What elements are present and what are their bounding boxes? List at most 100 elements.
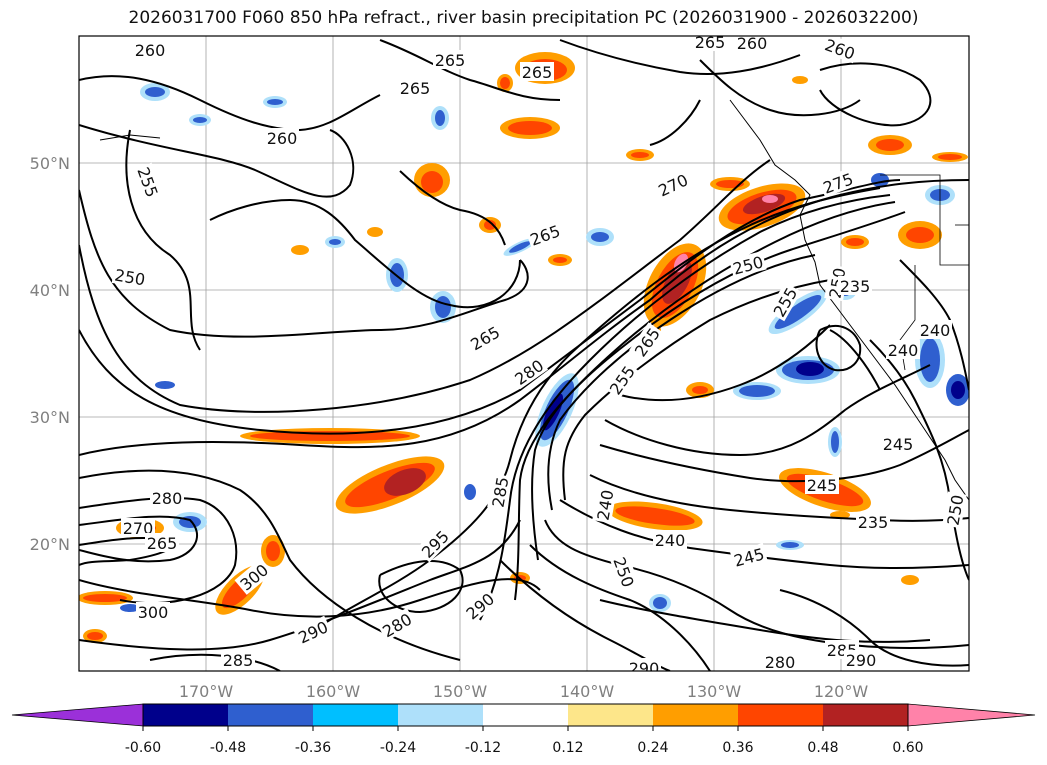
precip-patch xyxy=(631,152,649,158)
precip-patch xyxy=(87,632,103,640)
contour-line xyxy=(544,519,969,650)
contour-label: 245 xyxy=(883,435,914,454)
precip-patch xyxy=(155,381,175,389)
latitude-labels: 50°N 40°N 30°N 20°N xyxy=(30,154,70,554)
contour-label-group: 260 xyxy=(735,36,769,53)
precip-patch xyxy=(846,238,864,246)
precip-patch xyxy=(120,604,140,612)
contour-label-group: 265 xyxy=(465,320,505,354)
contour-label-group: 245 xyxy=(805,475,839,495)
contour-label-bg xyxy=(592,486,617,524)
colorbar xyxy=(11,703,1036,727)
contour-label-bg xyxy=(221,650,255,669)
precip-patch xyxy=(484,220,496,230)
contour-line xyxy=(829,329,881,391)
contour-line xyxy=(531,211,906,561)
contour-label: 265 xyxy=(522,63,553,82)
contour-label: 235 xyxy=(840,277,871,296)
colorbar-tick-label: -0.36 xyxy=(295,740,331,756)
contour-line xyxy=(79,189,529,338)
precip-patch xyxy=(792,76,808,84)
precip-patch xyxy=(692,386,708,394)
colorbar-tick-label: -0.12 xyxy=(465,740,501,756)
contour-label-group: 265 xyxy=(520,62,554,82)
contour-line xyxy=(599,599,931,643)
colorbar-ticks: -0.60 -0.48 -0.36 -0.24 -0.12 0.12 0.24 0.36 0.4… xyxy=(125,726,924,756)
precip-patch xyxy=(951,381,965,399)
contour-label-bg xyxy=(520,62,554,81)
contour-line xyxy=(378,559,464,614)
coastline-path xyxy=(99,134,161,141)
contour-line xyxy=(479,194,891,621)
contour-label: 265 xyxy=(147,534,178,553)
contour-label: 235 xyxy=(858,513,889,532)
contour-label-group: 265 xyxy=(433,50,467,70)
contour-label: 245 xyxy=(807,476,838,495)
contour-label-bg xyxy=(133,40,167,59)
precip-patch xyxy=(553,257,567,263)
contour-line xyxy=(79,469,461,661)
precip-patch xyxy=(508,121,552,135)
lon-label: 160°W xyxy=(306,682,361,701)
contour-label-bg xyxy=(763,652,797,671)
contour-label-bg xyxy=(653,168,693,201)
contour-label-bg xyxy=(509,354,549,390)
precip-patch xyxy=(591,232,609,242)
contour-label-bg xyxy=(525,219,565,250)
contour-label-bg xyxy=(881,434,915,453)
lat-label: 40°N xyxy=(30,281,70,300)
precip-patch xyxy=(906,227,934,243)
precip-patch xyxy=(901,575,919,585)
contour-label: 240 xyxy=(655,531,686,550)
map-background xyxy=(79,36,969,671)
contour-label-bg xyxy=(433,50,467,69)
colorbar-tick-label: -0.60 xyxy=(125,740,161,756)
colorbar-segment xyxy=(398,704,483,726)
precip-patch xyxy=(384,468,426,496)
colorbar-segment xyxy=(313,704,398,726)
contour-label-bg xyxy=(886,340,920,359)
lat-label: 50°N xyxy=(30,154,70,173)
contour-label-group: 265 xyxy=(693,36,727,52)
coastline-path xyxy=(729,99,969,501)
contour-label-group: 240 xyxy=(653,530,687,550)
precip-patch xyxy=(774,294,822,330)
contour-label-group: 255 xyxy=(604,360,640,400)
contour-label-group: 265 xyxy=(398,78,432,98)
border-path xyxy=(880,174,969,266)
precip-patch xyxy=(329,239,341,245)
precip-patch xyxy=(464,484,476,500)
precip-patch xyxy=(653,597,667,609)
contour-label-group: 245 xyxy=(881,434,915,454)
colorbar-segment xyxy=(568,704,653,726)
precip-patch xyxy=(421,171,443,193)
contour-label-bg xyxy=(133,162,164,202)
lat-label: 30°N xyxy=(30,408,70,427)
contour-line xyxy=(79,578,541,618)
precip-patch xyxy=(435,110,445,126)
precip-patch xyxy=(781,542,799,548)
contour-lines xyxy=(79,39,969,671)
contour-label-group: 240 xyxy=(918,320,952,340)
precip-patch xyxy=(831,431,839,453)
contour-line xyxy=(79,124,355,198)
contour-label-bg xyxy=(377,607,417,642)
contour-label-bg xyxy=(121,518,155,537)
contour-label-bg xyxy=(111,264,149,289)
contour-label-bg xyxy=(136,602,170,621)
contour-label: 280 xyxy=(152,489,183,508)
contour-label-bg xyxy=(693,36,727,51)
precip-patch xyxy=(250,431,410,441)
chart-title: 2026031700 F060 850 hPa refract., river … xyxy=(128,8,919,28)
contour-label-bg xyxy=(735,36,769,52)
precip-patch xyxy=(291,245,309,255)
contour-label: 260 xyxy=(135,41,166,60)
contour-line xyxy=(79,159,771,413)
contour-label-bg xyxy=(820,36,860,64)
contour-label: 280 xyxy=(765,653,796,672)
contour-label-group: 260 xyxy=(133,40,167,60)
colorbar-tick-label: 0.60 xyxy=(892,740,923,756)
lon-label: 130°W xyxy=(687,682,742,701)
contour-label-bg xyxy=(604,360,640,400)
